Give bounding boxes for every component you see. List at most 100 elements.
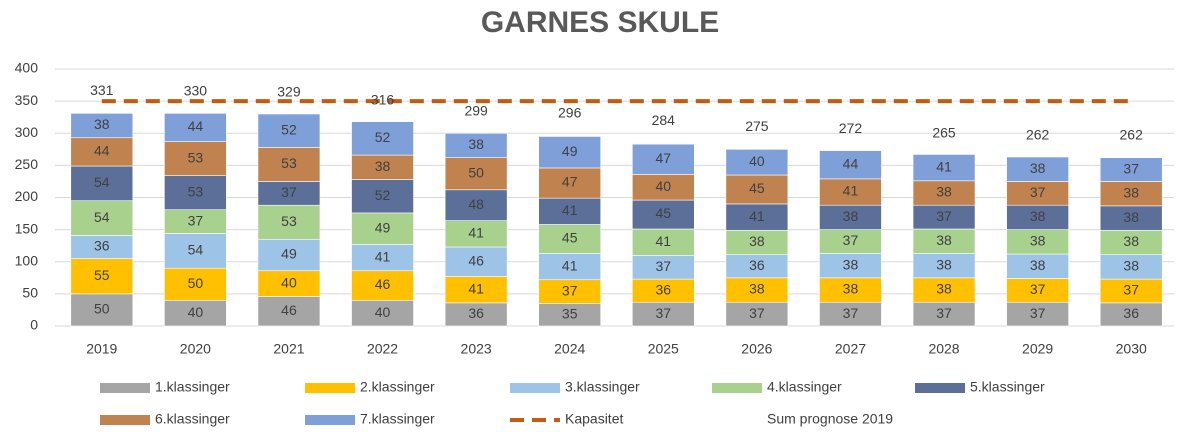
y-tick-label: 350 <box>15 92 39 108</box>
bar-segment <box>631 143 695 175</box>
x-tick-label: 2027 <box>835 341 866 357</box>
data-label: 41 <box>562 202 578 218</box>
data-label: 38 <box>936 256 952 272</box>
data-label: 38 <box>843 208 859 224</box>
data-label: 37 <box>1123 160 1139 176</box>
x-tick-label: 2021 <box>273 341 304 357</box>
bar-segment <box>444 157 508 191</box>
total-label: 331 <box>90 82 114 98</box>
data-label: 38 <box>468 136 484 152</box>
data-label: 36 <box>749 257 765 273</box>
data-label: 41 <box>656 233 672 249</box>
data-label: 50 <box>468 164 484 180</box>
data-label: 53 <box>188 183 204 199</box>
data-label: 37 <box>1123 282 1139 298</box>
bar-segment <box>70 293 134 327</box>
data-label: 37 <box>656 258 672 274</box>
total-label: 330 <box>184 83 208 99</box>
data-label: 40 <box>656 178 672 194</box>
bar-segment <box>819 204 882 230</box>
data-label: 37 <box>656 305 672 321</box>
y-tick-label: 50 <box>22 285 38 301</box>
data-label: 50 <box>188 275 204 291</box>
legend-label: 7.klassinger <box>360 411 435 427</box>
data-label: 35 <box>562 305 578 321</box>
legend-label: 5.klassinger <box>970 379 1045 395</box>
data-label: 37 <box>188 212 204 228</box>
data-label: 37 <box>562 282 578 298</box>
data-label: 38 <box>375 158 391 174</box>
data-label: 41 <box>749 208 765 224</box>
legend-swatch <box>915 383 965 393</box>
data-label: 53 <box>281 213 297 229</box>
data-label: 38 <box>936 232 952 248</box>
data-label: 44 <box>94 143 110 159</box>
data-label: 37 <box>1030 281 1046 297</box>
data-label: 38 <box>749 281 765 297</box>
data-label: 45 <box>562 230 578 246</box>
data-label: 46 <box>375 276 391 292</box>
bar-segment <box>538 224 602 254</box>
legend-swatch <box>712 383 762 393</box>
bar-segment <box>164 175 227 211</box>
bar-segment <box>444 246 508 277</box>
bar-segment <box>912 253 976 279</box>
y-tick-label: 200 <box>15 188 39 204</box>
bar-segment <box>351 299 414 327</box>
data-label: 38 <box>843 256 859 272</box>
bar-segment <box>70 137 134 167</box>
data-label: 44 <box>843 155 859 171</box>
data-label: 49 <box>562 143 578 159</box>
bar-segment <box>538 253 602 281</box>
bar-segment <box>538 136 602 169</box>
data-label: 37 <box>749 305 765 321</box>
y-tick-label: 100 <box>15 252 39 268</box>
bar-segment <box>1099 181 1163 207</box>
data-label: 41 <box>843 183 859 199</box>
x-tick-label: 2022 <box>367 341 398 357</box>
legend-swatch <box>100 383 150 393</box>
x-tick-label: 2025 <box>648 341 679 357</box>
bar-segment <box>1099 205 1163 231</box>
x-tick-label: 2023 <box>461 341 492 357</box>
bar-segment <box>538 197 602 225</box>
y-tick-label: 250 <box>15 156 39 172</box>
bar-segment <box>1006 204 1069 230</box>
data-label: 37 <box>1030 305 1046 321</box>
bar-segment <box>70 113 134 139</box>
bar-segment <box>631 199 695 230</box>
data-label: 46 <box>468 252 484 268</box>
bar-segment <box>819 277 882 303</box>
data-label: 37 <box>281 184 297 200</box>
bar-segment <box>164 113 227 142</box>
bar-segment <box>257 147 321 182</box>
bar-segment <box>725 277 789 303</box>
legend-swatch <box>100 415 150 425</box>
legend-label: 1.klassinger <box>155 379 230 395</box>
bar-segment <box>351 154 414 180</box>
data-label: 38 <box>749 233 765 249</box>
y-tick-label: 300 <box>15 124 39 140</box>
chart-title: GARNES SKULE <box>481 6 719 39</box>
bar-segment <box>819 253 882 279</box>
data-label: 38 <box>936 184 952 200</box>
data-label: 53 <box>188 149 204 165</box>
bar-segment <box>257 270 321 297</box>
bar-segment <box>725 174 789 205</box>
data-label: 47 <box>562 174 578 190</box>
data-label: 49 <box>375 219 391 235</box>
data-label: 46 <box>281 302 297 318</box>
x-tick-label: 2020 <box>180 341 211 357</box>
data-label: 53 <box>281 155 297 171</box>
bar-segment <box>538 167 602 199</box>
bar-segment <box>257 113 321 148</box>
data-label: 38 <box>1030 257 1046 273</box>
data-label: 41 <box>375 248 391 264</box>
data-label: 48 <box>468 196 484 212</box>
bar-segment <box>70 258 134 295</box>
legend-label: Kapasitet <box>565 411 623 427</box>
data-label: 38 <box>94 116 110 132</box>
data-label: 49 <box>281 246 297 262</box>
legend-swatch <box>305 415 355 425</box>
